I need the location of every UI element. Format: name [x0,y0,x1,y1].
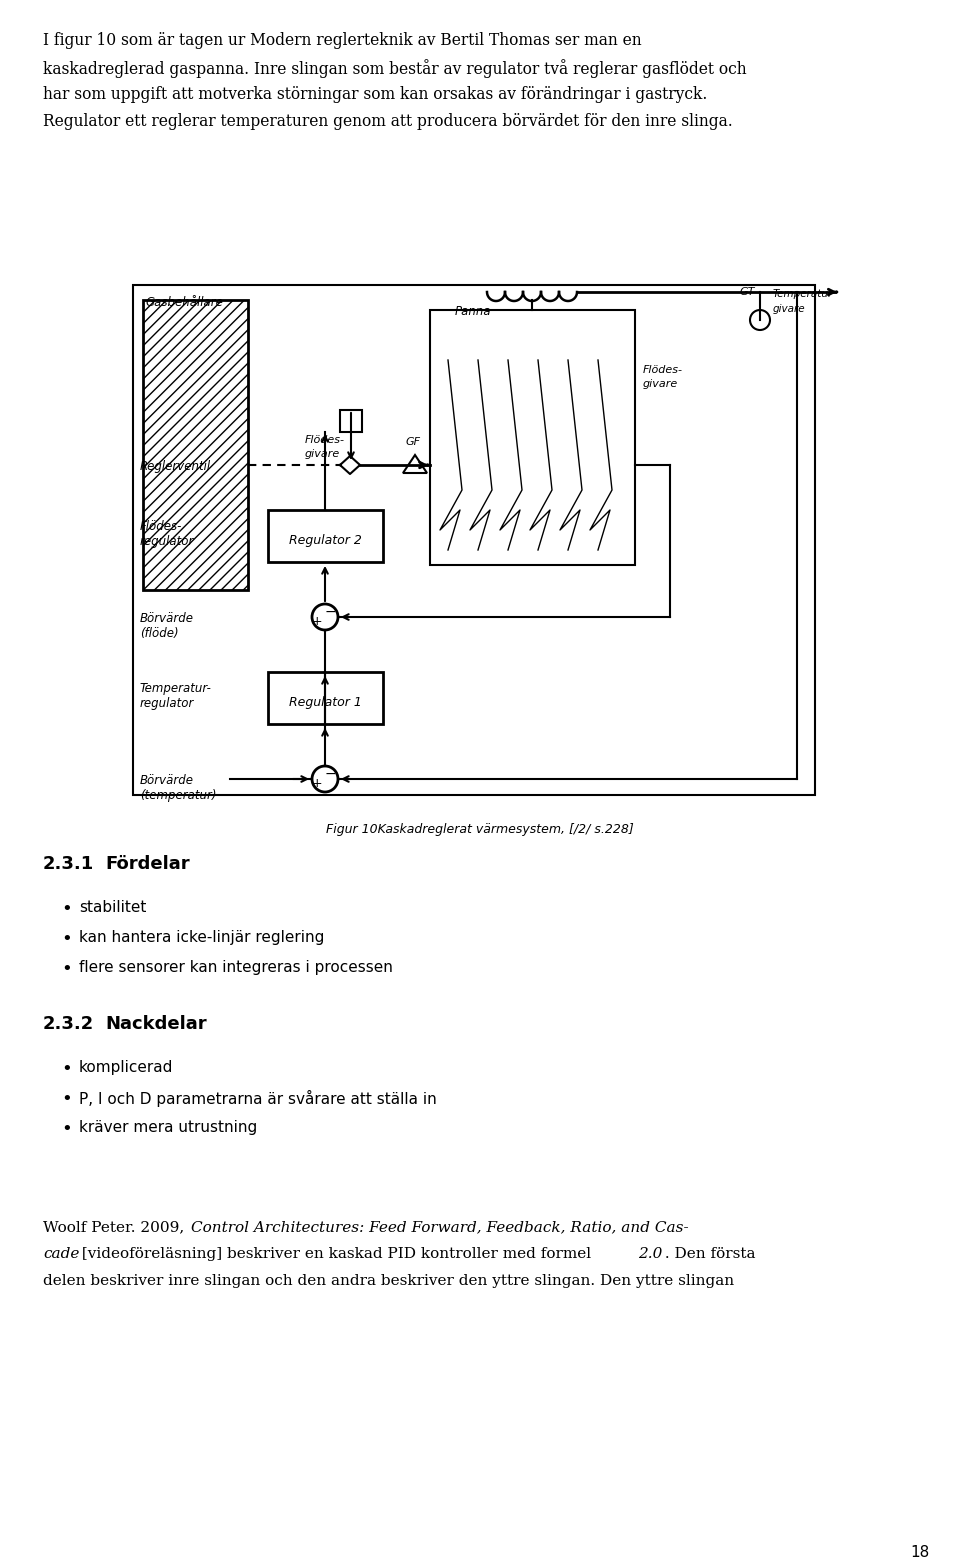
Text: −: − [324,606,336,620]
Text: I figur 10 som är tagen ur Modern reglerteknik av Bertil Thomas ser man en: I figur 10 som är tagen ur Modern regler… [43,31,641,48]
Text: 2.3.2: 2.3.2 [43,1015,94,1033]
Bar [268,510,383,562]
Text: Börvärde: Börvärde [140,612,194,624]
Text: Fördelar: Fördelar [105,855,190,873]
Text: kräver mera utrustning: kräver mera utrustning [79,1119,257,1135]
Text: givare: givare [305,450,340,459]
Text: •: • [61,1090,72,1108]
Bar [143,300,248,590]
Text: Temperatur: Temperatur [773,289,833,300]
Text: Regulator ett reglerar temperaturen genom att producera börvärdet för den inre s: Regulator ett reglerar temperaturen geno… [43,112,732,130]
Text: P, I och D parametrarna är svårare att ställa in: P, I och D parametrarna är svårare att s… [79,1090,437,1107]
Text: Temperatur-: Temperatur- [140,682,212,695]
Text: har som uppgift att motverka störningar som kan orsakas av förändringar i gastry: har som uppgift att motverka störningar … [43,86,708,103]
Text: (temperatur): (temperatur) [140,788,217,802]
Text: •: • [61,1119,72,1138]
Text: Flödes-: Flödes- [140,520,182,532]
Text: 2.3.1: 2.3.1 [43,855,94,873]
Text: Börvärde: Börvärde [140,774,194,787]
Text: Nackdelar: Nackdelar [105,1015,206,1033]
Text: •: • [61,930,72,948]
Text: kaskadreglerad gaspanna. Inre slingan som består av regulator två reglerar gasfl: kaskadreglerad gaspanna. Inre slingan so… [43,59,747,78]
Text: . Den första: . Den första [660,1247,756,1261]
Text: +: + [312,776,323,790]
Text: Reglerventil: Reglerventil [140,460,211,473]
Text: GT: GT [740,287,756,297]
Text: Flödes-: Flödes- [305,436,345,445]
Text: givare: givare [773,304,805,314]
Text: givare: givare [643,379,679,389]
Text: Regulator 1: Regulator 1 [289,696,361,709]
Text: flere sensorer kan integreras i processen: flere sensorer kan integreras i processe… [79,960,393,976]
Text: (flöde): (flöde) [140,628,179,640]
Text: cade: cade [43,1247,80,1261]
Text: +: + [312,615,323,628]
Text: [videoföreläsning] beskriver en kaskad PID kontroller med formel: [videoföreläsning] beskriver en kaskad P… [77,1247,596,1261]
Bar [430,311,635,565]
Bar [340,411,362,432]
Text: Regulator 2: Regulator 2 [289,534,361,546]
Text: regulator: regulator [140,535,194,548]
Text: •: • [61,960,72,979]
Text: 18: 18 [911,1545,930,1559]
Text: Flödes-: Flödes- [643,365,683,375]
Text: delen beskriver inre slingan och den andra beskriver den yttre slingan. Den yttr: delen beskriver inre slingan och den and… [43,1274,734,1288]
Text: •: • [61,1060,72,1079]
Bar [268,671,383,724]
Text: Control Architectures: Feed Forward, Feedback, Ratio, and Cas-: Control Architectures: Feed Forward, Fee… [191,1221,688,1235]
Text: Panna: Panna [455,304,492,318]
Text: stabilitet: stabilitet [79,901,146,915]
Text: •: • [61,901,72,918]
Text: komplicerad: komplicerad [79,1060,174,1076]
Text: kan hantera icke-linjär reglering: kan hantera icke-linjär reglering [79,930,324,944]
Text: Figur 10Kaskadreglerat värmesystem, [/2/ s.228]: Figur 10Kaskadreglerat värmesystem, [/2/… [326,823,634,837]
Bar [133,286,815,795]
Text: regulator: regulator [140,698,194,710]
Text: GF: GF [405,437,420,446]
Text: Woolf Peter. 2009,: Woolf Peter. 2009, [43,1221,189,1235]
Text: Gasbehållare: Gasbehållare [145,297,223,309]
Text: 2.0: 2.0 [638,1247,662,1261]
Text: −: − [324,766,336,780]
